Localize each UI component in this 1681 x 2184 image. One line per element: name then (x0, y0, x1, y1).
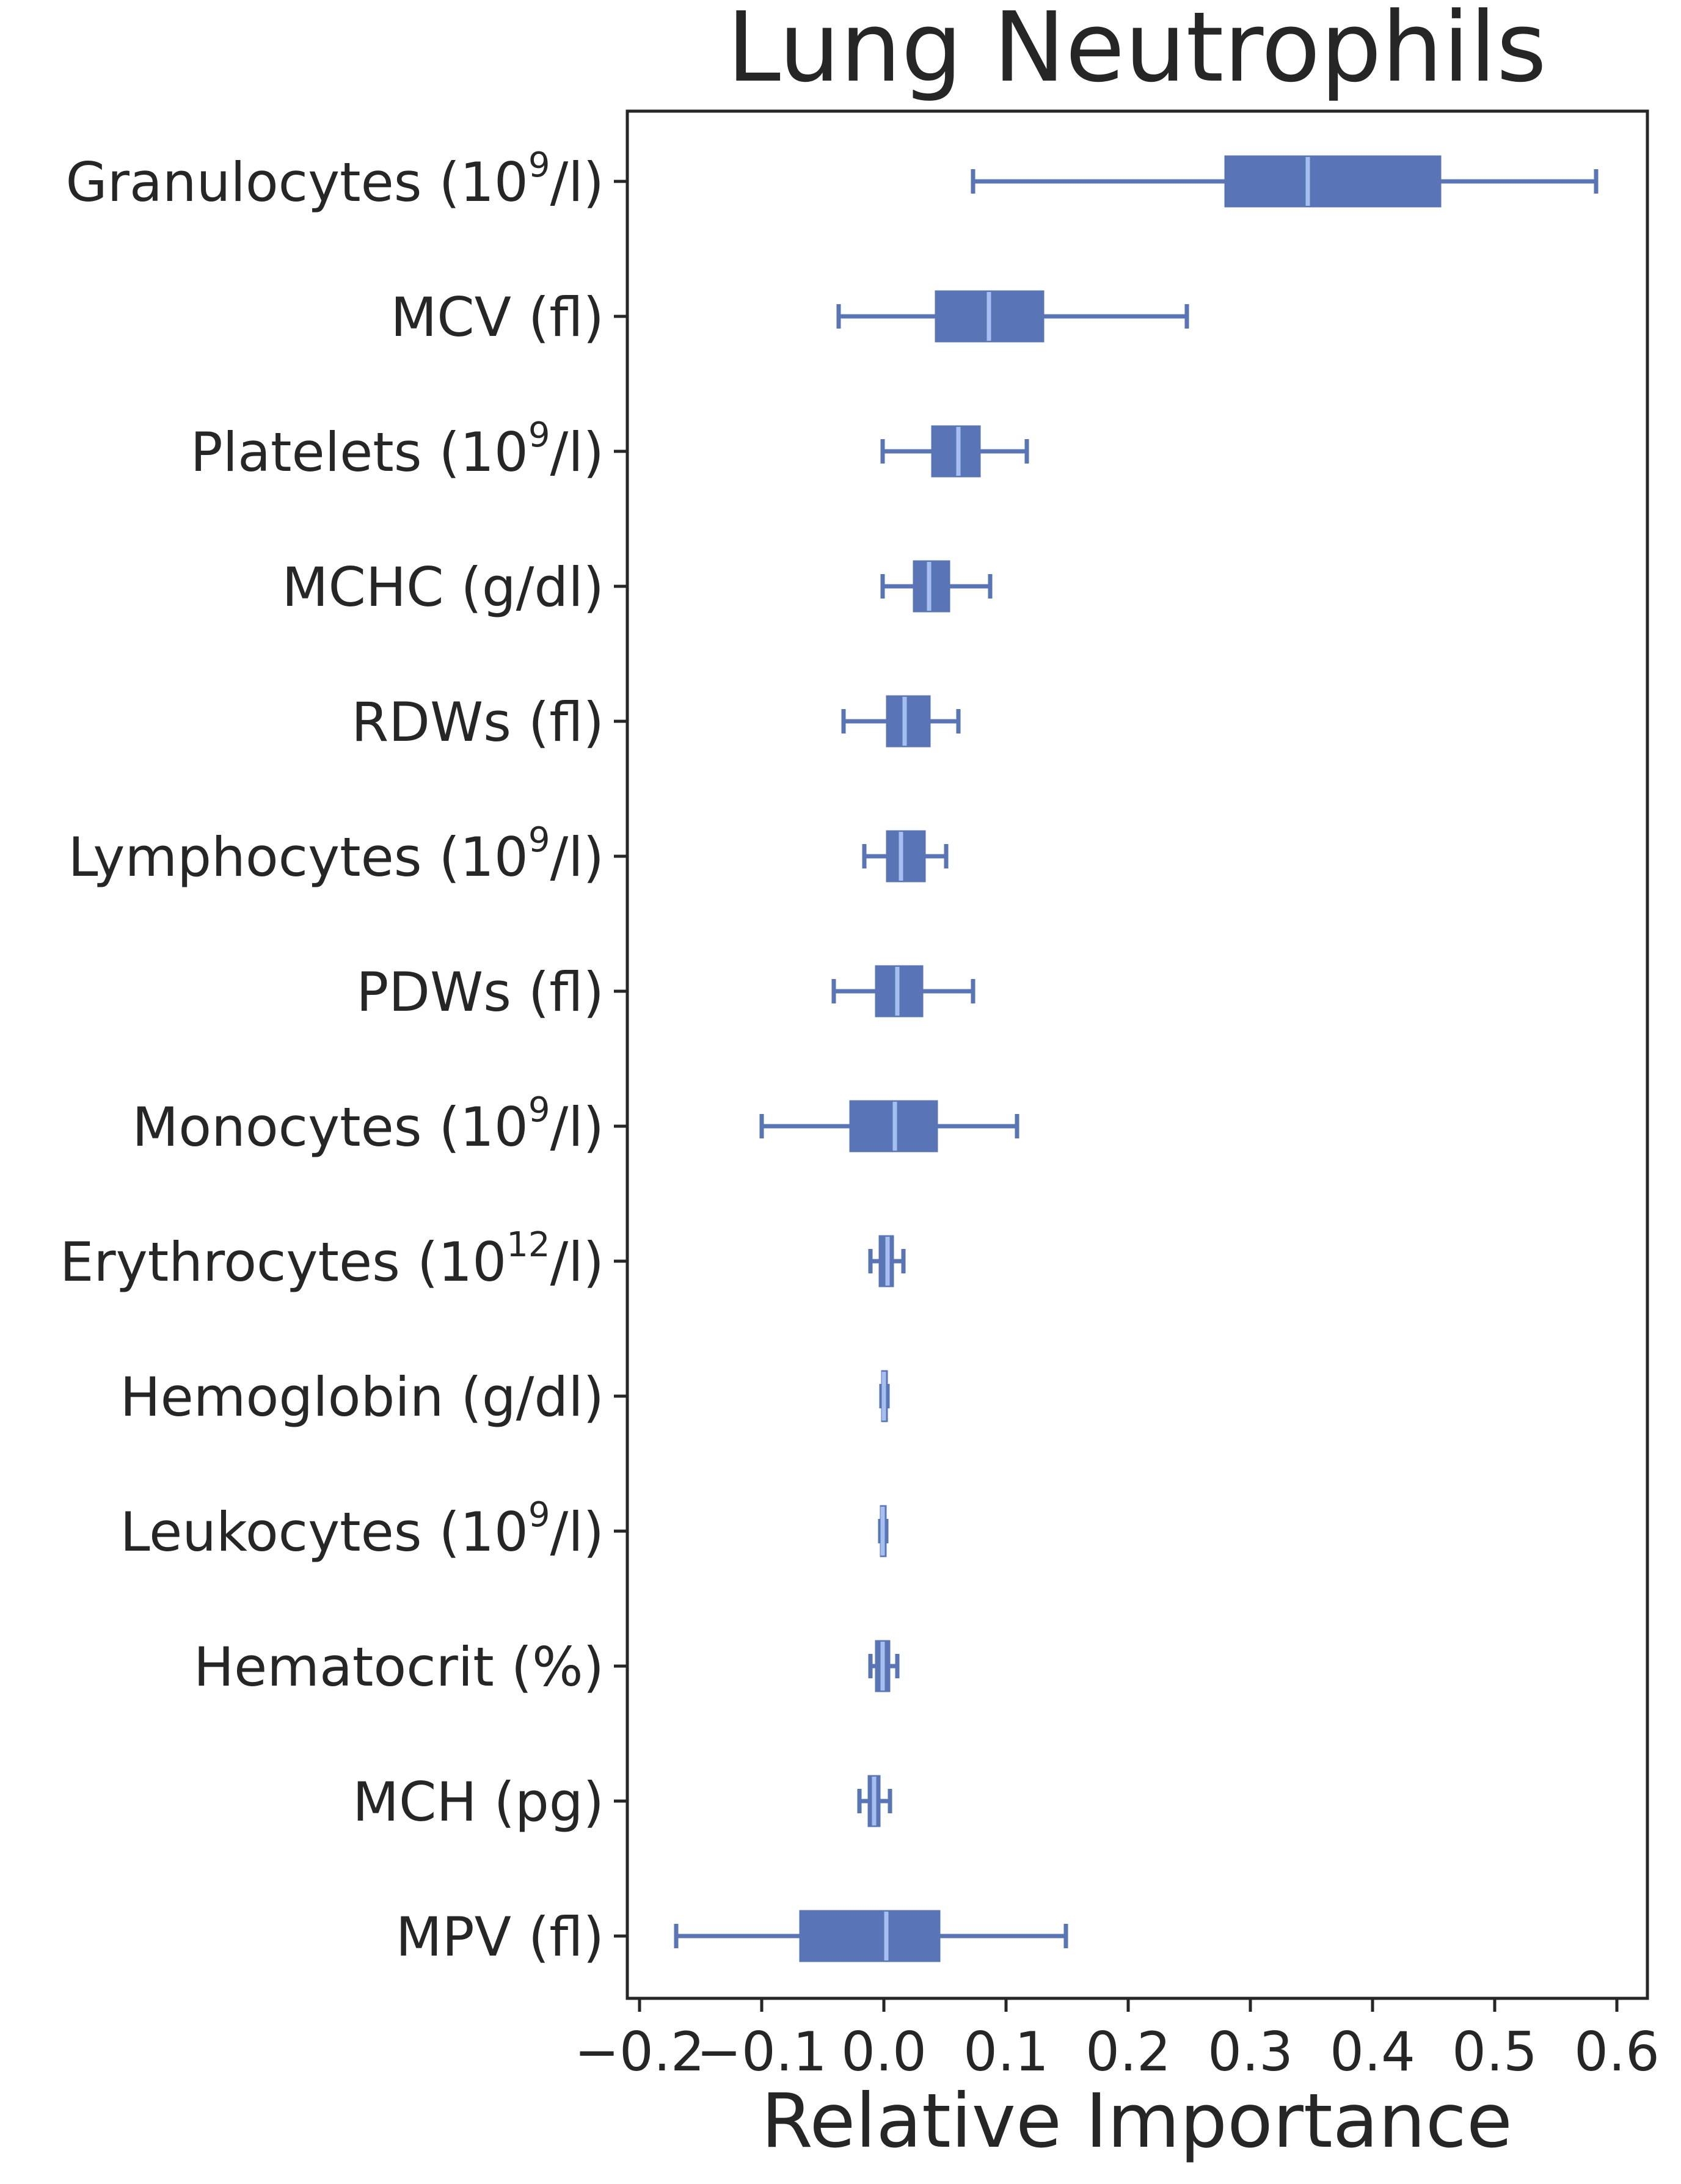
x-tick-label: 0.5 (1452, 2020, 1537, 2083)
x-tick-label: 0.0 (841, 2020, 927, 2083)
y-tick-label: Lymphocytes (109/l) (68, 820, 604, 889)
plot-area: −0.2−0.1 0.0 0.1 0.2 0.3 0.4 0.5 0.6 Granulocyte… (60, 109, 1660, 2083)
box (931, 425, 981, 478)
y-tick-label: Hematocrit (%) (194, 1636, 604, 1698)
box (1224, 155, 1442, 208)
box (886, 830, 926, 883)
x-axis-label: Relative Importance (761, 2078, 1512, 2164)
y-tick-label: Monocytes (109/l) (132, 1090, 604, 1159)
chart-title: Lung Neutrophils (727, 0, 1547, 104)
y-tick-label: Granulocytes (109/l) (66, 145, 604, 214)
box (886, 695, 931, 748)
plot-frame (625, 109, 1649, 2000)
x-tick-label: 0.2 (1085, 2020, 1171, 2083)
y-tick-label: Leukocytes (109/l) (120, 1495, 604, 1563)
y-tick-label: RDWs (fl) (351, 691, 604, 754)
x-tick-label: 0.3 (1208, 2020, 1293, 2083)
x-tick-label: 0.6 (1574, 2020, 1660, 2083)
x-tick-label: 0.1 (963, 2020, 1049, 2083)
box (799, 1910, 941, 1962)
y-tick-label: Erythrocytes (1012/l) (60, 1225, 604, 1294)
y-tick-label: PDWs (fl) (356, 961, 604, 1024)
x-tick-label: −0.2 (574, 2020, 705, 2083)
y-tick-label: MCV (fl) (390, 286, 604, 349)
y-tick-label: Platelets (109/l) (191, 415, 604, 484)
x-tick-label: 0.4 (1330, 2020, 1415, 2083)
y-tick-label: MCH (pg) (352, 1771, 604, 1833)
x-tick-label: −0.1 (696, 2020, 827, 2083)
y-tick-label: Hemoglobin (g/dl) (120, 1366, 604, 1429)
y-tick-label: MCHC (g/dl) (282, 556, 604, 619)
box (913, 560, 950, 613)
y-tick-label: MPV (fl) (396, 1906, 604, 1968)
